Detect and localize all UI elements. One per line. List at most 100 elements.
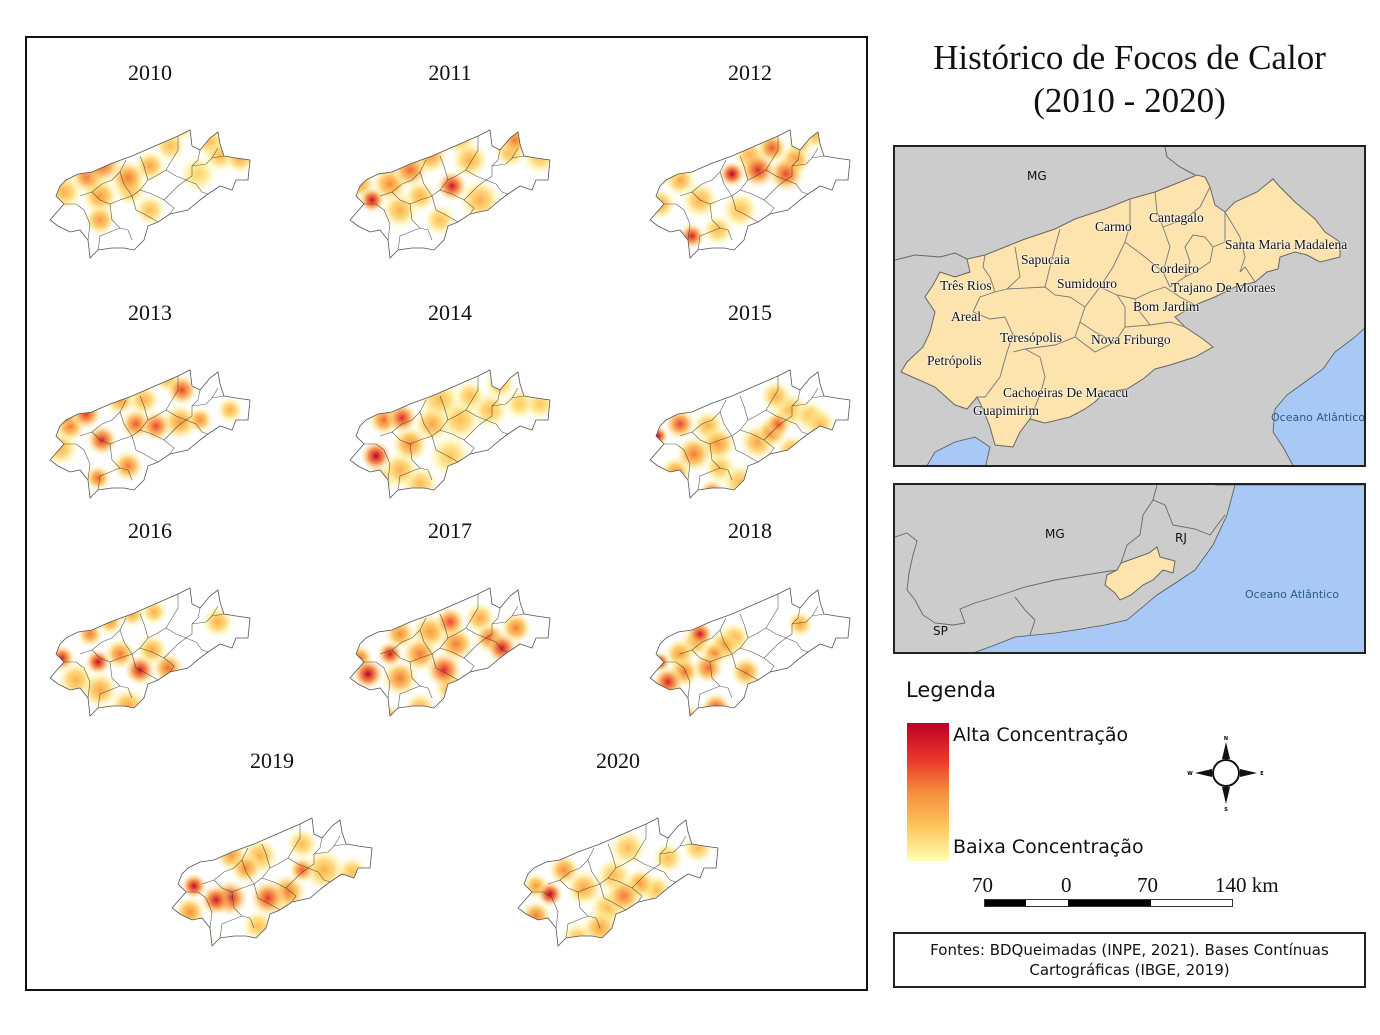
compass-e: E <box>1260 771 1264 777</box>
year-heatmap-panel-2012: 2012 <box>640 60 860 260</box>
year-label: 2014 <box>428 300 472 325</box>
heat-spot <box>609 829 647 867</box>
state-label-sp: SP <box>933 624 948 638</box>
heat-spot <box>721 463 759 498</box>
year-heatmap-panel-2020: 2020 <box>508 748 728 948</box>
heat-spot <box>451 141 489 179</box>
heat-spot <box>678 222 706 250</box>
heat-spot <box>675 435 713 473</box>
heat-spot <box>351 657 385 691</box>
year-heatmap-panel-2011: 2011 <box>340 60 560 260</box>
map-title: Histórico de Focos de Calor (2010 - 2020… <box>893 36 1366 122</box>
heat-spot <box>721 191 759 229</box>
heat-spot <box>50 400 78 428</box>
municipality-label-cachoeiras-de-macacu: Cachoeiras De Macacu <box>1003 385 1129 400</box>
municipality-label-trajano-de-moraes: Trajano De Moraes <box>1171 280 1276 295</box>
heat-spot <box>523 387 550 421</box>
heat-spot <box>50 644 76 672</box>
year-heatmap-panel-2017: 2017 <box>340 518 560 718</box>
heat-spot <box>201 605 235 639</box>
heat-spot <box>50 149 79 187</box>
heat-spot <box>786 610 814 638</box>
heat-spot <box>288 856 316 884</box>
heat-spot <box>521 137 550 175</box>
heat-spot <box>83 203 117 237</box>
heat-spot <box>85 423 119 457</box>
study-area-geometry <box>895 147 1364 465</box>
heat-spot <box>84 648 112 676</box>
municipality-label-areal: Areal <box>951 309 981 324</box>
heat-spot <box>425 651 463 689</box>
year-label: 2016 <box>128 518 172 543</box>
municipality-label-bom-jardim: Bom Jardim <box>1133 299 1200 314</box>
heat-spot <box>359 439 393 473</box>
heat-spot <box>84 464 112 492</box>
heat-spot <box>759 379 793 413</box>
heat-spot <box>285 827 319 861</box>
year-label: 2018 <box>728 518 772 543</box>
heat-spot <box>99 130 137 161</box>
region-heatmap <box>171 817 373 947</box>
heat-spot <box>229 851 263 885</box>
heat-spot <box>358 186 386 214</box>
year-label: 2019 <box>250 748 294 773</box>
region-heatmap <box>49 129 251 259</box>
heat-spot <box>180 872 208 900</box>
heat-spot <box>498 130 532 157</box>
compass-n: N <box>1224 736 1228 742</box>
ocean-label: Oceano Atlântico <box>1245 588 1339 601</box>
heat-spot <box>81 671 119 709</box>
region-heatmap <box>649 587 851 717</box>
legend-low-label: Baixa Concentração <box>953 836 1144 858</box>
state-label-mg: MG <box>1027 169 1047 183</box>
region-heatmap <box>349 129 551 259</box>
ocean-label: Oceano Atlântico <box>1271 411 1365 424</box>
legend-high-label: Alta Concentração <box>953 724 1129 746</box>
heat-spot <box>381 659 419 697</box>
heat-spot <box>435 169 469 203</box>
municipality-label-petropolis: Petrópolis <box>927 353 982 368</box>
heat-spot <box>376 640 404 668</box>
municipality-label-cordeiro: Cordeiro <box>1151 261 1199 276</box>
title-line-2: (2010 - 2020) <box>1033 81 1226 120</box>
scale-segment <box>1151 900 1232 906</box>
scale-label-70: 70 <box>1137 873 1158 897</box>
region-heatmap <box>49 369 251 499</box>
year-label: 2013 <box>128 300 172 325</box>
heat-spot <box>199 883 233 917</box>
municipality-label-nova-friburgo: Nova Friburgo <box>1091 332 1171 347</box>
heat-spot <box>718 160 746 188</box>
heat-spot <box>764 410 792 438</box>
heat-spot <box>483 370 517 401</box>
year-label: 2015 <box>728 300 772 325</box>
heat-spot <box>650 149 683 187</box>
heat-spot <box>803 407 837 441</box>
heat-spot <box>691 651 725 685</box>
heat-spot <box>385 401 419 435</box>
heat-spot <box>111 449 145 483</box>
heat-spot <box>80 142 124 186</box>
heat-spot <box>76 620 104 648</box>
study-area-map: MG Carmo Cantagalo Santa Maria Madalena … <box>893 145 1366 467</box>
region-heatmap <box>517 817 719 947</box>
year-label: 2012 <box>728 60 772 85</box>
heat-spot <box>547 853 581 887</box>
sources-box: Fontes: BDQueimadas (INPE, 2021). Bases … <box>893 932 1366 988</box>
municipality-label-sapucaia: Sapucaia <box>1021 252 1070 267</box>
state-label-rj: RJ <box>1175 531 1187 545</box>
region-heatmap <box>349 369 551 499</box>
municipality-label-cantagalo: Cantagalo <box>1149 210 1204 225</box>
legend-title: Legenda <box>906 678 997 702</box>
year-heatmap-panel-2019: 2019 <box>162 748 382 948</box>
state-label-mg: MG <box>1045 527 1065 541</box>
title-line-1: Histórico de Focos de Calor <box>933 38 1326 77</box>
municipality-label-guapimirim: Guapimirim <box>973 403 1039 418</box>
scale-label-140-km: 140 km <box>1215 873 1279 897</box>
heat-spot <box>223 141 250 175</box>
compass-w: W <box>1187 771 1193 777</box>
scale-label-left-70: 70 <box>972 873 993 897</box>
region-heatmap <box>649 129 851 259</box>
year-heatmap-panel-2015: 2015 <box>640 300 860 500</box>
heat-spot <box>670 130 698 158</box>
legend-color-ramp <box>907 723 949 861</box>
